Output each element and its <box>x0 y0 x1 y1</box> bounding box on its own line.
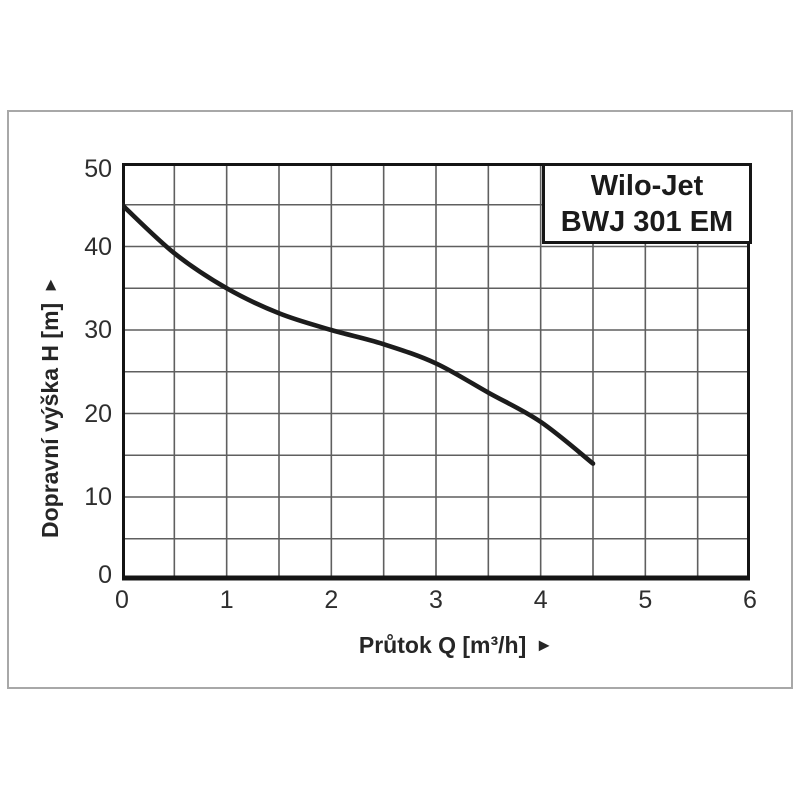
y-axis-label-text: Dopravní výška H [m] <box>37 302 63 539</box>
up-arrow-icon: ► <box>40 275 60 294</box>
x-tick-label: 1 <box>219 586 234 614</box>
pump-curve-line <box>122 202 596 466</box>
x-tick-label: 6 <box>743 586 757 614</box>
y-tick-label: 40 <box>84 232 112 261</box>
y-tick-label: 0 <box>98 560 112 589</box>
pump-curve-path <box>122 202 596 466</box>
x-tick-label: 0 <box>115 586 129 614</box>
x-tick-label: 5 <box>638 586 653 614</box>
y-axis-label: Dopravní výška H [m] ► <box>37 197 67 617</box>
y-tick-label: 30 <box>84 316 112 344</box>
x-axis-label: Průtok Q [m³/h] ► <box>142 632 770 659</box>
x-axis-label-text: Průtok Q [m³/h] <box>358 632 527 658</box>
chart-title-line2: BWJ 301 EM <box>560 205 734 238</box>
chart-title-line1: Wilo-Jet <box>590 169 704 202</box>
y-tick-label: 50 <box>84 155 112 183</box>
x-tick-label: 3 <box>429 586 443 614</box>
y-tick-label: 20 <box>84 399 112 428</box>
x-tick-label: 2 <box>324 586 339 614</box>
right-arrow-icon: ► <box>535 635 554 655</box>
x-tick-label: 4 <box>533 586 548 614</box>
y-tick-label: 10 <box>84 483 112 511</box>
title-box: Wilo-Jet BWJ 301 EM <box>542 163 752 244</box>
